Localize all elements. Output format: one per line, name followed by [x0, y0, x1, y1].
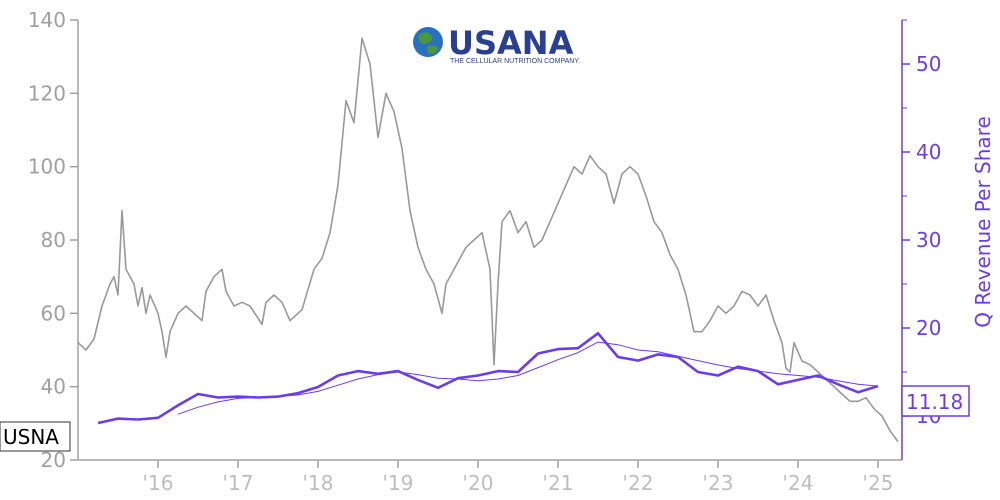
axis-bottom-tick-label: '22	[623, 471, 654, 495]
axis-bottom-ticks: '16 '17 '18 '19 '20 '21 '22 '23 '24 '25	[143, 460, 894, 495]
axis-bottom-tick-label: '20	[463, 471, 494, 495]
axis-left: 20 40 60 80 100 120 140	[28, 8, 79, 472]
ticker-label: USNA	[0, 421, 71, 452]
axis-left-tick-label: 40	[41, 375, 66, 399]
revenue-avg-line	[177, 341, 879, 415]
axis-right: 1020304050 Q Revenue Per Share	[901, 19, 995, 460]
usana-logo: USANA THE CELLULAR NUTRITION COMPANY.	[413, 24, 580, 65]
axis-left-tick-label: 100	[28, 155, 66, 179]
axis-bottom-tick-label: '25	[863, 471, 894, 495]
logo-tagline: THE CELLULAR NUTRITION COMPANY.	[450, 58, 580, 65]
last-value-label: 11.18	[901, 385, 970, 417]
axis-right-tick-label: 30	[916, 228, 941, 252]
axis-bottom-tick-label: '17	[223, 471, 254, 495]
globe-land	[427, 45, 438, 54]
axis-bottom-tick-label: '23	[703, 471, 734, 495]
ticker-label-box	[0, 421, 71, 452]
axis-left-ticks: 20 40 60 80 100 120 140	[28, 8, 78, 472]
globe-land	[418, 32, 432, 44]
axis-bottom-tick-label: '24	[783, 471, 814, 495]
axis-bottom: '16 '17 '18 '19 '20 '21 '22 '23 '24 '25	[78, 459, 902, 495]
axis-bottom-tick-label: '16	[143, 471, 174, 495]
axis-left-tick-label: 140	[28, 8, 66, 32]
axis-left-tick-label: 60	[41, 301, 66, 325]
logo-name: USANA	[448, 24, 574, 62]
last-value-text: 11.18	[906, 390, 963, 414]
ticker-label-text: USNA	[3, 425, 59, 449]
price-line	[77, 37, 899, 443]
axis-bottom-tick-label: '19	[383, 471, 414, 495]
axis-bottom-tick-label: '18	[303, 471, 334, 495]
last-value-box	[901, 385, 970, 417]
series-layer	[77, 37, 899, 443]
revenue-line	[97, 332, 879, 425]
axis-right-ticks: 1020304050	[902, 19, 941, 428]
axis-bottom-tick-label: '21	[543, 471, 574, 495]
axis-left-tick-label: 20	[41, 448, 66, 472]
axis-right-tick-label: 40	[916, 140, 941, 164]
axis-left-tick-label: 80	[41, 228, 66, 252]
axis-right-tick-label: 50	[916, 52, 941, 76]
axis-left-tick-label: 120	[28, 81, 66, 105]
axis-right-label: Q Revenue Per Share	[971, 116, 995, 328]
axis-right-tick-label: 20	[916, 316, 941, 340]
